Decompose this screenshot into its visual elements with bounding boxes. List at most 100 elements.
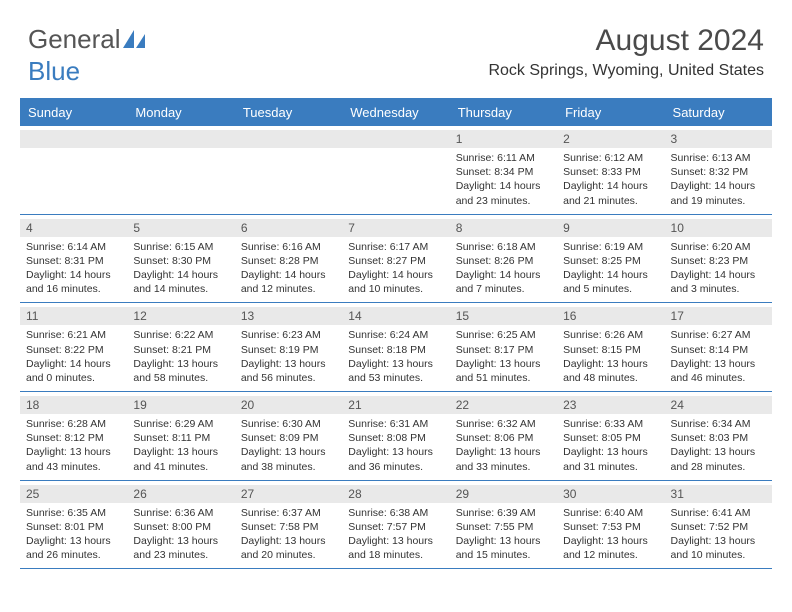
sun-info: Sunrise: 6:35 AMSunset: 8:01 PMDaylight:… xyxy=(26,506,121,563)
sunset-text: Sunset: 8:17 PM xyxy=(456,343,551,357)
logo-text-1: General xyxy=(28,24,121,55)
day-header: Monday xyxy=(127,99,234,126)
day-cell: 1 Sunrise: 6:11 AMSunset: 8:34 PMDaylight… xyxy=(450,126,557,214)
sun-info: Sunrise: 6:37 AMSunset: 7:58 PMDaylight:… xyxy=(241,506,336,563)
day-cell: 24Sunrise: 6:34 AMSunset: 8:03 PMDayligh… xyxy=(665,392,772,480)
day-number: 6 xyxy=(241,221,336,235)
sun-info: Sunrise: 6:20 AMSunset: 8:23 PMDaylight:… xyxy=(671,240,766,297)
daylight-text: Daylight: 13 hours and 10 minutes. xyxy=(671,534,766,562)
sunset-text: Sunset: 8:27 PM xyxy=(348,254,443,268)
day-number-band: 13 xyxy=(235,307,342,325)
daylight-text: Daylight: 13 hours and 51 minutes. xyxy=(456,357,551,385)
sunrise-text: Sunrise: 6:20 AM xyxy=(671,240,766,254)
day-cell: 23 Sunrise: 6:33 AMSunset: 8:05 PMDayligh… xyxy=(557,392,664,480)
daylight-text: Daylight: 13 hours and 23 minutes. xyxy=(133,534,228,562)
day-number: 10 xyxy=(671,221,766,235)
day-cell: 19 Sunrise: 6:29 AMSunset: 8:11 PMDayligh… xyxy=(127,392,234,480)
daylight-text: Daylight: 14 hours and 0 minutes. xyxy=(26,357,121,385)
sunset-text: Sunset: 8:34 PM xyxy=(456,165,551,179)
day-cell: 27 Sunrise: 6:37 AMSunset: 7:58 PMDayligh… xyxy=(235,481,342,569)
title-block: August 2024 Rock Springs, Wyoming, Unite… xyxy=(488,24,764,80)
sun-info: Sunrise: 6:40 AMSunset: 7:53 PMDaylight:… xyxy=(563,506,658,563)
sunrise-text: Sunrise: 6:30 AM xyxy=(241,417,336,431)
sunset-text: Sunset: 8:30 PM xyxy=(133,254,228,268)
day-number: 23 xyxy=(563,398,658,412)
sunrise-text: Sunrise: 6:41 AM xyxy=(671,506,766,520)
day-header: Thursday xyxy=(450,99,557,126)
day-cell: 21Sunrise: 6:31 AMSunset: 8:08 PMDayligh… xyxy=(342,392,449,480)
day-number: 30 xyxy=(563,487,658,501)
day-number-band: 27 xyxy=(235,485,342,503)
day-number-band xyxy=(235,130,342,148)
calendar: Sunday Monday Tuesday Wednesday Thursday… xyxy=(20,98,772,569)
sun-info: Sunrise: 6:27 AMSunset: 8:14 PMDaylight:… xyxy=(671,328,766,385)
sunrise-text: Sunrise: 6:21 AM xyxy=(26,328,121,342)
sun-info: Sunrise: 6:21 AMSunset: 8:22 PMDaylight:… xyxy=(26,328,121,385)
day-number-band: 2 xyxy=(557,130,664,148)
sunrise-text: Sunrise: 6:23 AM xyxy=(241,328,336,342)
day-number-band: 1 xyxy=(450,130,557,148)
sunrise-text: Sunrise: 6:38 AM xyxy=(348,506,443,520)
daylight-text: Daylight: 13 hours and 46 minutes. xyxy=(671,357,766,385)
month-title: August 2024 xyxy=(488,24,764,58)
day-number-band: 16 xyxy=(557,307,664,325)
day-cell: 25Sunrise: 6:35 AMSunset: 8:01 PMDayligh… xyxy=(20,481,127,569)
day-number: 19 xyxy=(133,398,228,412)
day-number: 5 xyxy=(133,221,228,235)
sunset-text: Sunset: 7:58 PM xyxy=(241,520,336,534)
day-number-band: 19 xyxy=(127,396,234,414)
sunset-text: Sunset: 8:08 PM xyxy=(348,431,443,445)
sun-info: Sunrise: 6:29 AMSunset: 8:11 PMDaylight:… xyxy=(133,417,228,474)
location-text: Rock Springs, Wyoming, United States xyxy=(488,62,764,80)
sun-info: Sunrise: 6:11 AMSunset: 8:34 PMDaylight:… xyxy=(456,151,551,208)
day-header: Wednesday xyxy=(342,99,449,126)
day-number-band: 4 xyxy=(20,219,127,237)
day-number: 28 xyxy=(348,487,443,501)
sunset-text: Sunset: 7:57 PM xyxy=(348,520,443,534)
sunrise-text: Sunrise: 6:14 AM xyxy=(26,240,121,254)
sunrise-text: Sunrise: 6:19 AM xyxy=(563,240,658,254)
sun-info: Sunrise: 6:34 AMSunset: 8:03 PMDaylight:… xyxy=(671,417,766,474)
sunrise-text: Sunrise: 6:32 AM xyxy=(456,417,551,431)
sunrise-text: Sunrise: 6:16 AM xyxy=(241,240,336,254)
day-cell: 10 Sunrise: 6:20 AMSunset: 8:23 PMDayligh… xyxy=(665,215,772,303)
day-cell: 20Sunrise: 6:30 AMSunset: 8:09 PMDayligh… xyxy=(235,392,342,480)
sun-info: Sunrise: 6:36 AMSunset: 8:00 PMDaylight:… xyxy=(133,506,228,563)
week-row: 1 Sunrise: 6:11 AMSunset: 8:34 PMDaylight… xyxy=(20,126,772,215)
sunrise-text: Sunrise: 6:35 AM xyxy=(26,506,121,520)
sunset-text: Sunset: 8:14 PM xyxy=(671,343,766,357)
day-cell: 3Sunrise: 6:13 AMSunset: 8:32 PMDaylight… xyxy=(665,126,772,214)
day-number: 16 xyxy=(563,309,658,323)
sunset-text: Sunset: 8:25 PM xyxy=(563,254,658,268)
day-number: 3 xyxy=(671,132,766,146)
sunset-text: Sunset: 8:26 PM xyxy=(456,254,551,268)
day-cell: 14Sunrise: 6:24 AMSunset: 8:18 PMDayligh… xyxy=(342,303,449,391)
sunrise-text: Sunrise: 6:26 AM xyxy=(563,328,658,342)
sunrise-text: Sunrise: 6:33 AM xyxy=(563,417,658,431)
day-number-band: 8 xyxy=(450,219,557,237)
sunset-text: Sunset: 8:21 PM xyxy=(133,343,228,357)
day-cell: 17Sunrise: 6:27 AMSunset: 8:14 PMDayligh… xyxy=(665,303,772,391)
sun-info: Sunrise: 6:24 AMSunset: 8:18 PMDaylight:… xyxy=(348,328,443,385)
sun-info: Sunrise: 6:30 AMSunset: 8:09 PMDaylight:… xyxy=(241,417,336,474)
logo-sail-icon xyxy=(123,24,145,55)
day-number-band: 29 xyxy=(450,485,557,503)
sun-info: Sunrise: 6:14 AMSunset: 8:31 PMDaylight:… xyxy=(26,240,121,297)
day-cell: 4 Sunrise: 6:14 AMSunset: 8:31 PMDaylight… xyxy=(20,215,127,303)
day-cell: 16Sunrise: 6:26 AMSunset: 8:15 PMDayligh… xyxy=(557,303,664,391)
sunset-text: Sunset: 8:32 PM xyxy=(671,165,766,179)
header: General August 2024 Rock Springs, Wyomin… xyxy=(0,0,792,88)
day-number: 22 xyxy=(456,398,551,412)
day-cell: 15Sunrise: 6:25 AMSunset: 8:17 PMDayligh… xyxy=(450,303,557,391)
sunset-text: Sunset: 8:00 PM xyxy=(133,520,228,534)
day-number: 11 xyxy=(26,309,121,323)
daylight-text: Daylight: 13 hours and 36 minutes. xyxy=(348,445,443,473)
sunset-text: Sunset: 8:19 PM xyxy=(241,343,336,357)
sun-info: Sunrise: 6:17 AMSunset: 8:27 PMDaylight:… xyxy=(348,240,443,297)
sunrise-text: Sunrise: 6:15 AM xyxy=(133,240,228,254)
day-cell: 31Sunrise: 6:41 AMSunset: 7:52 PMDayligh… xyxy=(665,481,772,569)
sunrise-text: Sunrise: 6:28 AM xyxy=(26,417,121,431)
day-number-band: 10 xyxy=(665,219,772,237)
sun-info: Sunrise: 6:33 AMSunset: 8:05 PMDaylight:… xyxy=(563,417,658,474)
day-number: 18 xyxy=(26,398,121,412)
